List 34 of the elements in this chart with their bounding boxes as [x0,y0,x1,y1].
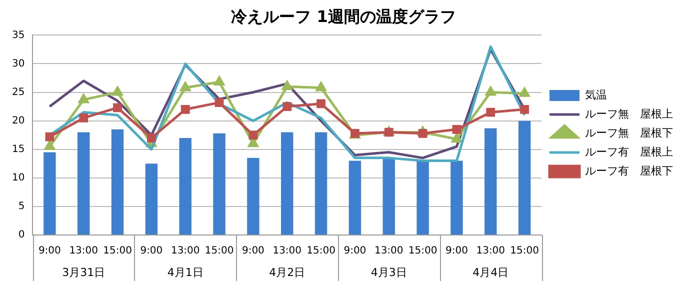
x-tick-label: 13:00 [69,246,98,257]
text: 4月4日 [472,266,509,279]
y-tick-label: 10 [12,172,25,184]
text: 4月3日 [370,266,407,279]
chart-title: 冷えルーフ 1週間の温度グラフ [231,6,456,26]
y-tick-label: 35 [12,30,25,41]
y-tick-label: 15 [12,144,25,155]
y-tick-label: 5 [18,201,25,212]
x-tick-label: 9:00 [38,246,61,257]
y-tick-label: 20 [12,115,25,126]
x-tick-label: 9:00 [344,246,366,257]
y-tick-label: 30 [12,58,25,70]
legend-label: ルーフ無 屋根下 [585,126,673,140]
y-tick-label: 0 [18,230,25,241]
x-tick-label: 9:00 [140,246,163,257]
y-tick-label: 25 [12,86,25,98]
x-tick-label: 13:00 [476,246,506,257]
legend-label: ルーフ有 屋根上 [585,145,673,158]
x-tick-label: 13:00 [272,246,302,257]
x-tick-label: 15:00 [408,246,438,257]
x-tick-label: 13:00 [170,246,200,257]
text: 4月1日 [167,266,204,279]
legend-label: ルーフ有 屋根下 [585,164,673,178]
x-tick-label: 15:00 [204,246,234,257]
x-tick-label: 15:00 [510,246,539,257]
x-tick-label: 15:00 [103,246,132,257]
legend-label: 気温 [585,88,607,102]
legend-label: ルーフ無 屋根上 [585,107,673,120]
x-tick-label: 9:00 [445,246,468,257]
text: 4月2日 [269,266,306,279]
text: 3月31日 [62,266,106,279]
x-tick-label: 9:00 [242,246,264,257]
x-tick-label: 13:00 [374,246,404,257]
x-tick-label: 15:00 [306,246,336,257]
